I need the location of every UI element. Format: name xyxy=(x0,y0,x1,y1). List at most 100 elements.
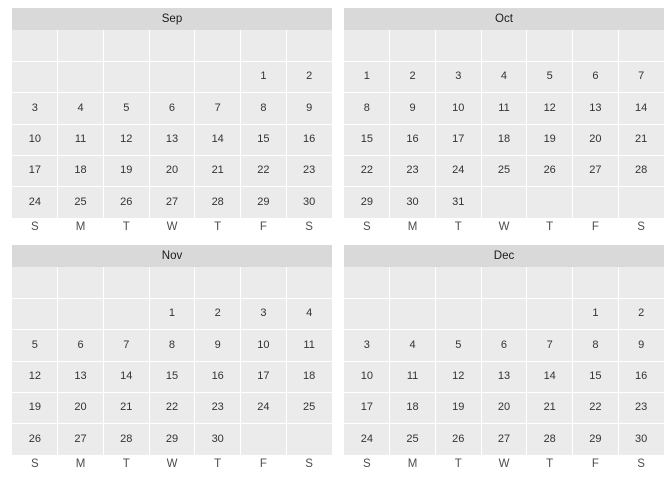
gridline-horizontal xyxy=(344,360,664,362)
day-label: 9 xyxy=(409,101,416,114)
day-label: 22 xyxy=(589,401,602,414)
day-label: 26 xyxy=(452,432,465,445)
day-label: 17 xyxy=(257,370,270,382)
weekday-tick-label: M xyxy=(75,221,86,233)
weekday-tick-label: F xyxy=(591,221,599,233)
day-label: 3 xyxy=(363,338,370,351)
day-label: 23 xyxy=(303,164,316,177)
day-label: 23 xyxy=(635,401,648,414)
day-label: 6 xyxy=(592,70,599,83)
day-label: 14 xyxy=(543,370,556,382)
day-label: 4 xyxy=(500,70,508,83)
day-label: 28 xyxy=(120,432,133,445)
gridline-horizontal xyxy=(12,329,332,331)
day-label: 26 xyxy=(120,195,133,208)
day-label: 30 xyxy=(303,195,316,208)
gridline-horizontal xyxy=(12,60,332,62)
day-label: 19 xyxy=(543,133,556,145)
day-label: 25 xyxy=(406,432,419,445)
gridline-horizontal xyxy=(12,423,332,425)
day-label: 2 xyxy=(214,307,221,320)
day-label: 14 xyxy=(211,133,224,145)
gridline-horizontal xyxy=(12,186,332,188)
gridline-horizontal xyxy=(344,423,664,425)
day-label: 16 xyxy=(635,370,648,382)
month-title: Sep xyxy=(12,8,332,30)
weekday-tick-label: F xyxy=(259,221,267,233)
weekday-tick-label: T xyxy=(214,221,222,233)
day-label: 2 xyxy=(409,70,416,83)
day-label: 15 xyxy=(589,370,602,382)
day-label: 19 xyxy=(120,164,133,177)
day-label: 29 xyxy=(165,432,179,445)
day-label: 27 xyxy=(74,432,87,445)
day-label: 30 xyxy=(211,432,224,445)
day-label: 18 xyxy=(303,370,316,382)
day-label: 27 xyxy=(589,164,602,177)
gridline-horizontal xyxy=(344,92,664,94)
day-label: 19 xyxy=(452,401,465,414)
day-label: 3 xyxy=(31,101,38,114)
day-label: 8 xyxy=(592,338,599,351)
day-label: 21 xyxy=(120,401,133,414)
day-label: 29 xyxy=(589,432,602,445)
day-label: 22 xyxy=(257,164,270,177)
day-label: 6 xyxy=(500,338,508,351)
weekday-tick-label: S xyxy=(305,221,313,233)
day-label: 12 xyxy=(28,370,41,382)
day-label: 13 xyxy=(497,370,511,382)
month-panel-2: Nov 1 2 3 4 5 6 7 8 9 10 11 12 13 14 15 16 17 18 19 20 21 22 23… xyxy=(12,245,332,477)
day-label: 9 xyxy=(306,101,313,114)
day-label: 4 xyxy=(306,307,313,320)
day-label: 17 xyxy=(452,133,465,145)
weekday-tick-label: S xyxy=(637,458,645,470)
day-label: 30 xyxy=(635,432,648,445)
day-label: 12 xyxy=(452,370,465,382)
day-label: 7 xyxy=(638,70,645,83)
day-label: 24 xyxy=(28,195,41,208)
day-label: 9 xyxy=(214,338,221,351)
gridline-horizontal xyxy=(344,391,664,393)
day-label: 12 xyxy=(543,101,556,114)
day-label: 8 xyxy=(363,101,370,114)
weekday-tick-label: S xyxy=(637,221,645,233)
day-label: 16 xyxy=(211,370,224,382)
day-label: 14 xyxy=(635,101,648,114)
day-label: 26 xyxy=(28,432,41,445)
day-label: 15 xyxy=(360,133,373,145)
day-label: 1 xyxy=(592,307,599,320)
day-label: 15 xyxy=(165,370,179,382)
gridline-horizontal xyxy=(12,297,332,299)
month-title: Nov xyxy=(12,245,332,267)
weekday-tick-label: S xyxy=(363,221,371,233)
day-label: 9 xyxy=(638,338,645,351)
weekday-tick-label: T xyxy=(546,458,554,470)
day-label: 22 xyxy=(165,401,179,414)
day-label: 15 xyxy=(257,133,270,145)
day-label: 5 xyxy=(455,338,462,351)
day-label: 24 xyxy=(360,432,373,445)
day-label: 28 xyxy=(635,164,648,177)
weekday-tick-label: T xyxy=(546,221,554,233)
day-label: 18 xyxy=(497,133,511,145)
weekday-tick-label: T xyxy=(122,458,130,470)
month-panel-0: Sep 1 2 3 4 5 6 7 8 9 10 11 12 13 14 15 16 17 18 19 20 21 22 23… xyxy=(12,8,332,240)
day-label: 23 xyxy=(406,164,419,177)
day-label: 13 xyxy=(589,101,602,114)
month-grid: 1 2 3 4 5 6 7 8 9 10 11 12 13 14 15 16 17 18 19 20 21 22 23 24 2… xyxy=(12,267,332,455)
gridline-horizontal xyxy=(344,297,664,299)
day-label: 5 xyxy=(31,338,38,351)
day-label: 24 xyxy=(257,401,270,414)
day-label: 1 xyxy=(260,70,267,83)
weekday-tick-label: W xyxy=(166,458,178,470)
weekday-tick-label: T xyxy=(454,458,462,470)
day-label: 11 xyxy=(74,133,87,145)
day-label: 22 xyxy=(360,164,373,177)
day-label: 10 xyxy=(257,338,270,351)
weekday-tick-label: T xyxy=(214,458,222,470)
day-label: 4 xyxy=(77,101,84,114)
day-label: 29 xyxy=(360,195,373,208)
day-label: 20 xyxy=(165,164,179,177)
